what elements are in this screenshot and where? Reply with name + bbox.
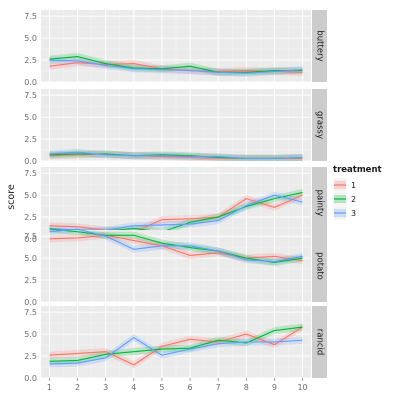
facet-panel-potato: 0.0 2.5 5.0 7.5 potato	[24, 228, 327, 307]
y-tick-label: 5.0	[24, 191, 37, 200]
facet-panel-buttery: 0.0 2.5 5.0 7.5 buttery	[24, 10, 327, 87]
strip-label-rancid: rancid	[315, 329, 325, 356]
y-tick-label: 7.5	[24, 169, 37, 178]
legend-label: 3	[351, 209, 356, 218]
y-tick-label: 0.0	[24, 298, 37, 307]
strip-background	[312, 167, 327, 239]
y-tick-label: 0.0	[24, 374, 37, 383]
series-line-treatment-3	[49, 59, 303, 74]
series-line-treatment-3	[49, 336, 303, 365]
strip-background	[312, 10, 327, 82]
facet-panel-grassy: 0.0 2.5 5.0 7.5 grassy	[24, 89, 327, 166]
strip-label-grassy: grassy	[315, 111, 325, 139]
x-tick-label: 9	[272, 383, 277, 392]
y-tick-label: 7.5	[24, 12, 37, 21]
legend-label: 2	[351, 195, 356, 204]
strip-background	[312, 89, 327, 161]
strip-background	[312, 306, 327, 378]
ribbon-treatment-1	[49, 191, 303, 236]
x-tick-label: 3	[103, 383, 108, 392]
legend-key-2: 2	[332, 191, 356, 207]
x-tick-label: 10	[297, 383, 307, 392]
series-line-treatment-1	[49, 234, 303, 262]
y-tick-label: 2.5	[24, 352, 37, 361]
y-tick-label: 5.0	[24, 330, 37, 339]
y-tick-label: 5.0	[24, 254, 37, 263]
legend-label: 1	[351, 181, 356, 190]
strip-background	[312, 230, 327, 302]
strip-label-potato: potato	[315, 252, 325, 280]
ribbon-treatment-2	[49, 53, 303, 76]
y-tick-label: 2.5	[24, 135, 37, 144]
legend-title: treatment	[333, 165, 382, 175]
y-tick-label: 5.0	[24, 113, 37, 122]
y-tick-label: 7.5	[24, 91, 37, 100]
x-tick-label: 7	[216, 383, 221, 392]
facet-panel-rancid: 0.0 2.5 5.0 7.5 rancid	[24, 306, 327, 383]
ribbon-treatment-1	[49, 323, 303, 369]
legend: treatment 1 2 3	[332, 165, 382, 221]
x-tick-label: 4	[131, 383, 136, 392]
strip-label-buttery: buttery	[315, 30, 325, 61]
series-line-treatment-3	[49, 151, 303, 159]
legend-key-1: 1	[332, 177, 356, 193]
series-line-treatment-2	[49, 55, 303, 73]
y-tick-label: 7.5	[24, 308, 37, 317]
x-tick-label: 2	[75, 383, 80, 392]
y-tick-label: 7.5	[24, 232, 37, 241]
y-tick-label: 0.0	[24, 157, 37, 166]
y-tick-label: 0.0	[24, 235, 37, 244]
series-line-treatment-3	[49, 228, 303, 263]
y-tick-label: 2.5	[24, 56, 37, 65]
legend-key-3: 3	[332, 205, 356, 221]
y-tick-label: 5.0	[24, 34, 37, 43]
strip-label-painty: painty	[315, 190, 325, 217]
x-tick-label: 8	[244, 383, 249, 392]
x-tick-label: 5	[159, 383, 164, 392]
x-tick-label: 1	[47, 383, 52, 392]
x-tick-label: 6	[188, 383, 193, 392]
ribbon-treatment-3	[49, 56, 303, 77]
x-axis: 1 2 3 4 5 6 7 8 9 10	[47, 378, 308, 392]
y-tick-label: 0.0	[24, 78, 37, 87]
series-line-treatment-2	[49, 326, 303, 362]
facet-panels: 0.02.55.07.5buttery0.02.55.07.5grassy0.0…	[24, 10, 327, 383]
y-tick-label: 2.5	[24, 276, 37, 285]
series-line-treatment-1	[49, 326, 303, 366]
y-axis-title: score	[6, 184, 17, 210]
y-tick-label: 2.5	[24, 213, 37, 222]
